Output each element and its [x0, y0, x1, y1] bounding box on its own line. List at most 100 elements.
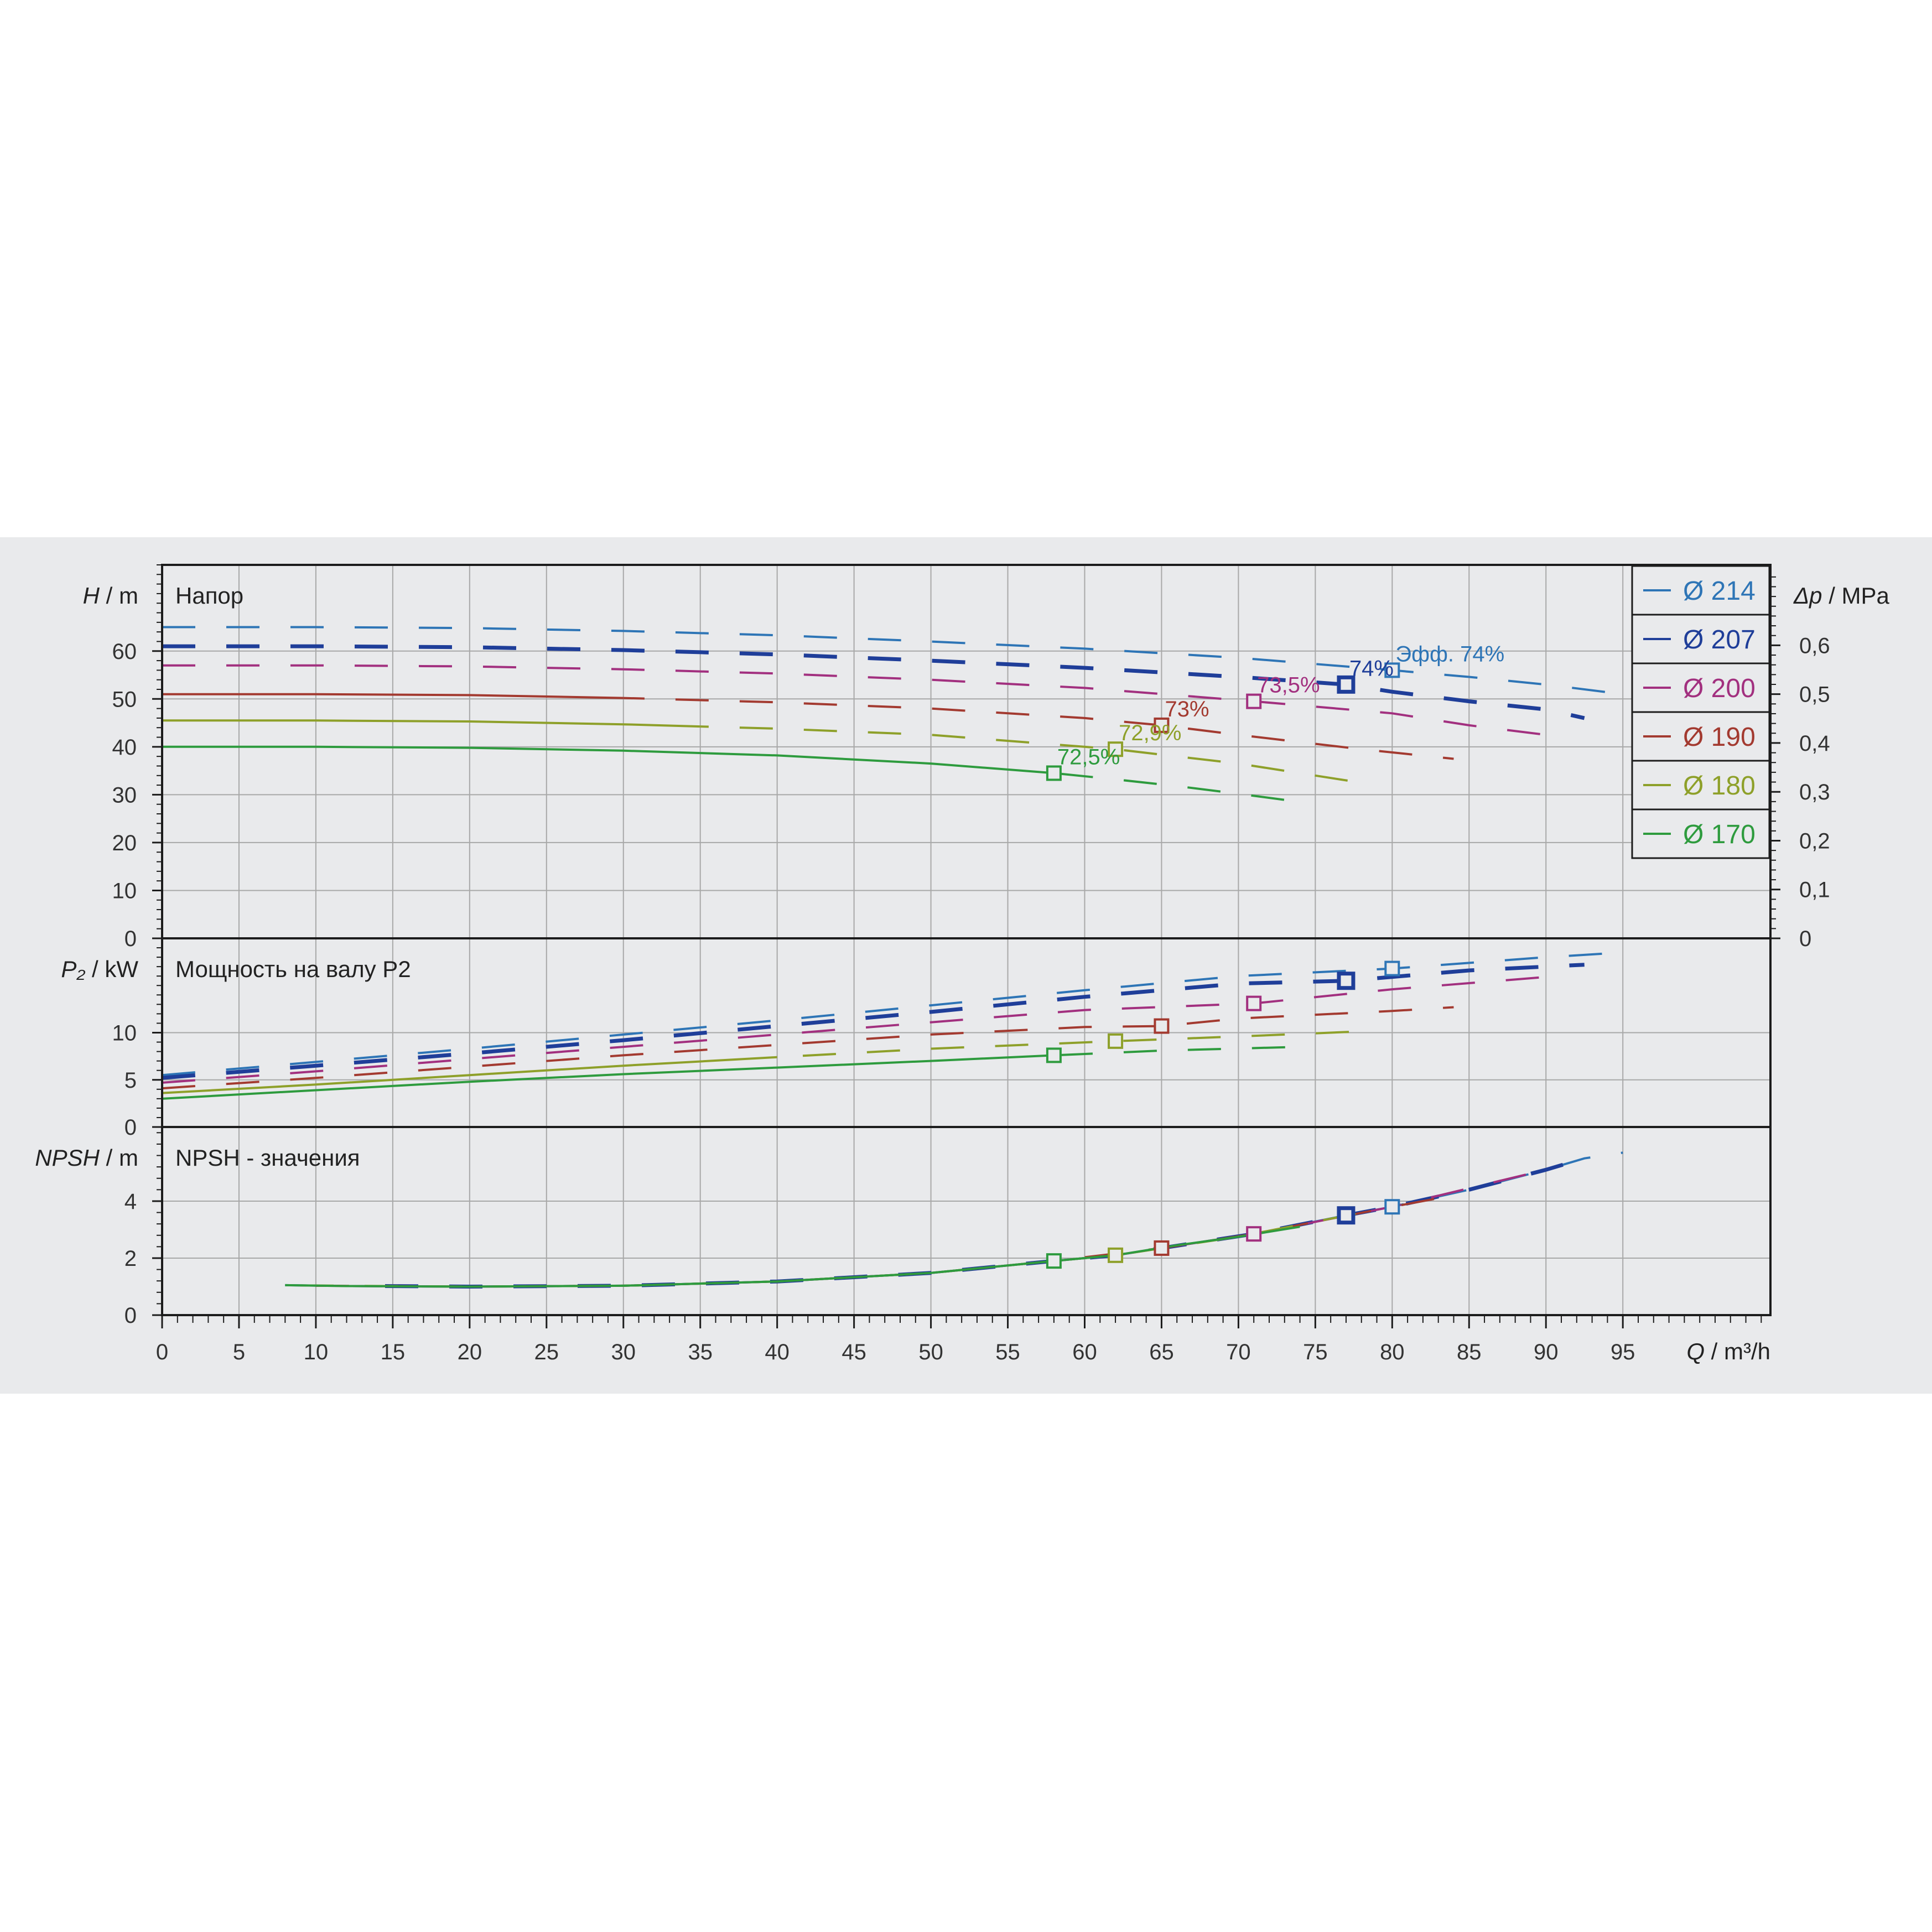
power-series-214	[162, 951, 1623, 1077]
x-tick-label-90: 90	[1534, 1340, 1559, 1364]
power-point-170	[1046, 1047, 1062, 1063]
head-series-207	[162, 644, 1585, 720]
x-tick-label-0: 0	[156, 1340, 168, 1364]
power-y-tick-label-0: 0	[124, 1115, 137, 1140]
npsh-y-axis-label: NPSH / m	[35, 1145, 138, 1171]
npsh-point-214	[1384, 1199, 1400, 1215]
npsh-y-tick-label-4: 4	[124, 1190, 137, 1214]
x-axis-label: Q / m³/h	[1686, 1338, 1770, 1364]
right-tick-label-0-3: 0,3	[1799, 780, 1830, 804]
npsh-point-180	[1108, 1247, 1124, 1263]
head-point-label-180: 72,9%	[1119, 721, 1181, 745]
legend-cell-200	[1631, 662, 1770, 713]
head-series-190-dashed	[623, 697, 1454, 760]
power-point-190	[1154, 1018, 1170, 1034]
x-tick-label-80: 80	[1380, 1340, 1405, 1364]
x-tick-label-55: 55	[995, 1340, 1020, 1364]
npsh-series-170-solid	[285, 1225, 1300, 1288]
power-series-170-dashed	[1053, 1046, 1300, 1057]
legend-label-207: Ø 207	[1683, 625, 1756, 655]
npsh-series-180	[300, 1208, 1377, 1288]
head-series-214	[162, 626, 1623, 695]
npsh-y-tick-label-2: 2	[124, 1247, 137, 1271]
head-point-190	[1154, 717, 1170, 733]
power-series-180-solid	[162, 1056, 777, 1094]
head-point-200	[1246, 693, 1262, 709]
x-tick-label-45: 45	[842, 1340, 866, 1364]
x-tick-label-60: 60	[1072, 1340, 1097, 1364]
npsh-point-200	[1246, 1226, 1262, 1242]
power-y-axis-label: P₂ / kW	[61, 956, 138, 982]
head-point-207	[1337, 675, 1355, 694]
x-tick-label-15: 15	[381, 1340, 406, 1364]
axes-layer	[152, 564, 1780, 1328]
head-y-tick-label-60: 60	[112, 640, 137, 664]
npsh-point-207	[1337, 1206, 1355, 1225]
power-series-200	[162, 975, 1546, 1084]
right-tick-label-0-4: 0,4	[1799, 731, 1830, 756]
npsh-series-214	[285, 1151, 1623, 1288]
right-tick-label-0-1: 0,1	[1799, 878, 1830, 902]
power-series-180-dashed	[777, 1030, 1377, 1058]
x-tick-label-85: 85	[1457, 1340, 1482, 1364]
head-series-190-solid	[162, 693, 624, 699]
power-y-tick-label-5: 5	[124, 1068, 137, 1093]
power-point-200	[1246, 995, 1262, 1011]
x-tick-label-75: 75	[1303, 1340, 1328, 1364]
head-series-170-dashed	[1053, 772, 1300, 803]
npsh-point-170	[1046, 1253, 1062, 1269]
head-y-tick-label-40: 40	[112, 735, 137, 760]
head-y-tick-label-30: 30	[112, 783, 137, 807]
x-tick-label-20: 20	[458, 1340, 482, 1364]
x-tick-label-40: 40	[765, 1340, 790, 1364]
head-series-180-dashed	[700, 725, 1377, 787]
right-tick-label-0: 0	[1799, 927, 1811, 951]
series-layer	[162, 626, 1623, 1289]
npsh-series-190	[315, 1194, 1454, 1288]
right-tick-label-0-2: 0,2	[1799, 829, 1830, 853]
head-point-label-200: 73,5%	[1257, 673, 1320, 698]
power-y-tick-label-10: 10	[112, 1021, 137, 1046]
npsh-point-190	[1154, 1240, 1170, 1256]
pump-performance-figure: 0 10 20 30 40 50 60 H / m Напор 0 0,1 0,2 0,3 0,4 0,5 0…	[0, 537, 1932, 1394]
head-y-tick-label-20: 20	[112, 831, 137, 855]
legend-label-200: Ø 200	[1683, 674, 1756, 703]
power-series-190	[162, 1006, 1454, 1090]
x-tick-label-70: 70	[1226, 1340, 1251, 1364]
power-point-214	[1384, 960, 1400, 977]
right-axis-label: Δp / MPa	[1793, 583, 1890, 609]
right-tick-label-0-5: 0,5	[1799, 683, 1830, 707]
power-series-207	[162, 963, 1585, 1080]
npsh-y-tick-label-0: 0	[124, 1303, 137, 1328]
legend-label-170: Ø 170	[1683, 820, 1756, 849]
head-panel-title: Напор	[175, 583, 243, 609]
legend-label-190: Ø 190	[1683, 723, 1756, 752]
x-tick-label-10: 10	[304, 1340, 329, 1364]
grid-layer	[162, 565, 1770, 1315]
npsh-panel-title: NPSH - значения	[175, 1145, 360, 1171]
head-point-label-214: Эфф. 74%	[1395, 642, 1504, 666]
head-y-tick-label-10: 10	[112, 879, 137, 903]
head-point-214	[1384, 662, 1400, 678]
x-tick-label-30: 30	[611, 1340, 636, 1364]
power-panel-title: Мощность на валу P2	[175, 956, 411, 982]
npsh-series-200	[346, 1168, 1546, 1288]
npsh-series-170-dashed	[285, 1227, 1300, 1286]
head-series-170-solid	[162, 745, 1054, 775]
x-tick-label-5: 5	[233, 1340, 245, 1364]
x-tick-label-65: 65	[1149, 1340, 1174, 1364]
power-point-180	[1108, 1033, 1124, 1049]
head-y-tick-label-50: 50	[112, 687, 137, 711]
legend-label-214: Ø 214	[1683, 577, 1756, 606]
head-point-label-170: 72,5%	[1057, 745, 1120, 769]
power-point-207	[1337, 972, 1355, 990]
x-tick-label-25: 25	[534, 1340, 559, 1364]
legend-label-180: Ø 180	[1683, 771, 1756, 801]
npsh-panel-frame	[161, 1126, 1772, 1316]
x-tick-label-50: 50	[918, 1340, 943, 1364]
legend: Ø 214 Ø 207 Ø 200 Ø 190 Ø 180 Ø 170	[1631, 565, 1770, 859]
x-tick-label-95: 95	[1611, 1340, 1635, 1364]
head-series-180-solid	[162, 719, 700, 728]
